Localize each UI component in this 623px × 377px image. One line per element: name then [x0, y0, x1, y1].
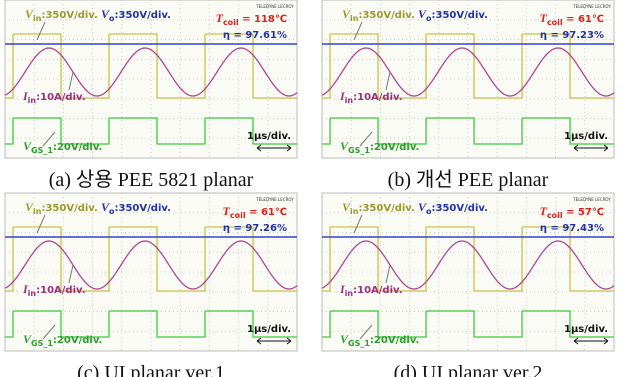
- label-text: :20V/div.: [370, 142, 419, 153]
- subscript: GS_1: [31, 339, 53, 348]
- label-text: :350V/div.: [358, 203, 414, 214]
- subscript: GS_1: [348, 339, 370, 348]
- subscript: coil: [230, 211, 246, 220]
- label-text: :350V/div.: [115, 10, 171, 21]
- time-scale: 1μs/div.: [564, 131, 608, 142]
- subscript: in: [350, 207, 359, 216]
- label-text: = 61℃: [563, 14, 604, 25]
- logo: TELEDYNE LECROY: [572, 197, 611, 202]
- logo: TELEDYNE LECROY: [255, 4, 294, 9]
- logo: TELEDYNE LECROY: [255, 197, 294, 202]
- time-scale: 1μs/div.: [564, 324, 608, 335]
- label-text: = 57℃: [563, 207, 604, 218]
- subscript: GS_1: [31, 146, 53, 155]
- label-text: :350V/div.: [115, 203, 171, 214]
- figure: Vin:350V/div.Vo:350V/div.Iin:10A/div.VGS…: [0, 0, 623, 377]
- time-scale: 1μs/div.: [247, 131, 291, 142]
- subscript: coil: [547, 18, 563, 27]
- logo: TELEDYNE LECROY: [572, 4, 611, 9]
- efficiency: η = 97.23%: [540, 30, 604, 41]
- label-text: :350V/div.: [432, 203, 488, 214]
- subscript: coil: [223, 18, 239, 27]
- subscript: in: [345, 96, 354, 105]
- label-text: :20V/div.: [53, 142, 102, 153]
- label-text: :350V/div.: [41, 10, 97, 21]
- subscript: in: [33, 207, 42, 216]
- subscript: in: [28, 289, 37, 298]
- subscript: in: [33, 14, 42, 23]
- label-text: :350V/div.: [358, 10, 414, 21]
- label-text: :10A/div.: [36, 285, 85, 296]
- efficiency: η = 97.26%: [223, 223, 287, 234]
- label-text: :350V/div.: [432, 10, 488, 21]
- label-text: :10A/div.: [353, 92, 402, 103]
- subscript: in: [28, 96, 37, 105]
- label-text: = 118℃: [239, 14, 287, 25]
- efficiency: η = 97.43%: [540, 223, 604, 234]
- efficiency: η = 97.61%: [223, 30, 287, 41]
- subscript: coil: [547, 211, 563, 220]
- caption: (b) 개선 PEE planar: [388, 168, 549, 191]
- time-scale: 1μs/div.: [247, 324, 291, 335]
- subscript: GS_1: [348, 146, 370, 155]
- label-text: :20V/div.: [370, 335, 419, 346]
- label-text: :20V/div.: [53, 335, 102, 346]
- label-text: :10A/div.: [36, 92, 85, 103]
- subscript: in: [345, 289, 354, 298]
- label-text: :10A/div.: [353, 285, 402, 296]
- label-text: :350V/div.: [41, 203, 97, 214]
- caption: (d) UI planar ver.2: [394, 362, 543, 377]
- subscript: in: [350, 14, 359, 23]
- caption: (a) 상용 PEE 5821 planar: [49, 168, 254, 191]
- caption: (c) UI planar ver.1: [77, 362, 225, 377]
- label-text: = 61℃: [246, 207, 287, 218]
